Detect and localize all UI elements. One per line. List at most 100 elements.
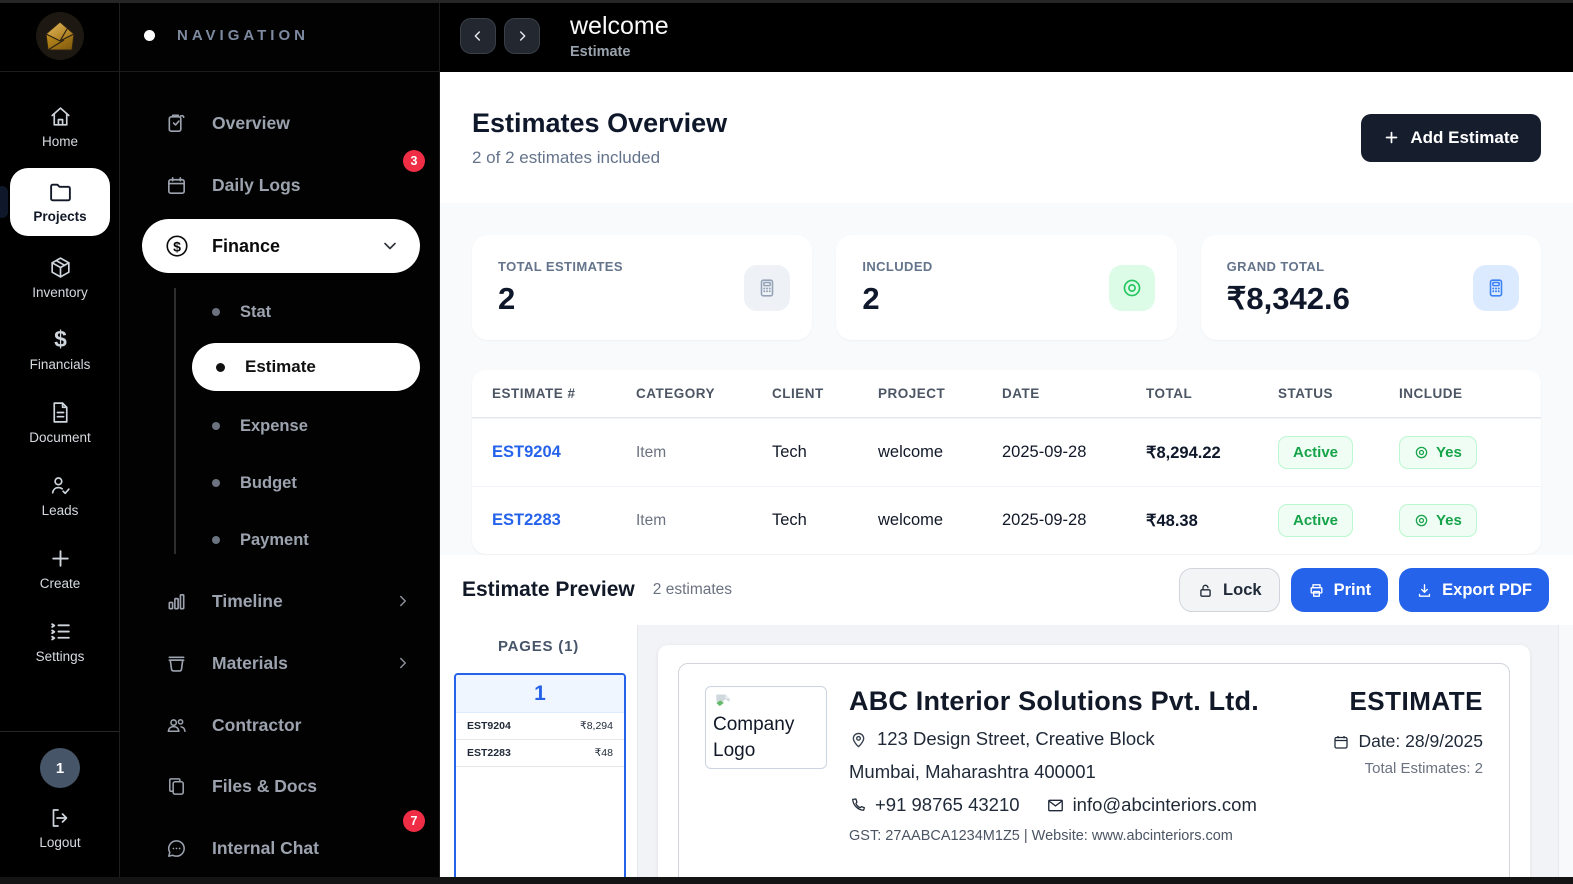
sidebar-item-home[interactable]: Home	[0, 104, 120, 149]
email-address: info@abcinteriors.com	[1072, 794, 1257, 815]
include-label: Yes	[1436, 444, 1462, 461]
main-area: welcome Estimate Estimates Overview 2 of…	[440, 0, 1573, 877]
estimate-id-link[interactable]: EST9204	[492, 443, 561, 461]
preview-scrollbar[interactable]	[1558, 625, 1573, 877]
folder-icon	[49, 183, 71, 202]
calculator-icon	[1472, 264, 1519, 311]
sidebar-item-document[interactable]: Document	[0, 400, 120, 445]
pages-header: PAGES (1)	[497, 638, 580, 655]
status-badge: Active	[1278, 436, 1354, 469]
estimate-id-link[interactable]: EST2283	[492, 511, 561, 529]
preview-toolbar: Estimate Preview 2 estimates Lock Print …	[440, 555, 1573, 625]
export-pdf-button[interactable]: Export PDF	[1399, 568, 1549, 612]
window-top-edge	[0, 0, 1573, 3]
nav-subitem-budget[interactable]: Budget	[212, 467, 297, 499]
status-label: Active	[1293, 444, 1339, 461]
logout-button[interactable]: Logout	[0, 806, 120, 850]
company-logo-placeholder: Company Logo	[705, 686, 827, 770]
nav-item-finance[interactable]: $ Finance	[142, 219, 420, 273]
document-page: Company Logo ABC Interior Solutions Pvt.…	[658, 645, 1530, 877]
status-badge: Active	[1278, 504, 1354, 537]
app-logo[interactable]	[0, 0, 119, 72]
cell-client: Tech	[772, 443, 807, 461]
dollar-icon: $	[54, 327, 67, 352]
sidebar-item-leads[interactable]: Leads	[0, 473, 120, 518]
nav-item-files-docs[interactable]: Files & Docs	[120, 763, 440, 809]
bullet-icon	[212, 308, 220, 316]
add-estimate-button[interactable]: Add Estimate	[1361, 113, 1541, 162]
person-check-icon	[51, 477, 70, 495]
bar-chart-icon	[168, 593, 185, 610]
sidebar-item-label: Settings	[35, 649, 85, 664]
nav-item-timeline[interactable]: Timeline	[120, 578, 440, 624]
forward-button[interactable]	[504, 18, 540, 54]
stat-label: GRAND TOTAL	[1226, 259, 1325, 274]
cell-category: Item	[636, 443, 667, 461]
sidebar-item-inventory[interactable]: Inventory	[0, 255, 120, 300]
stat-value: 2	[862, 281, 880, 316]
chevron-right-icon	[400, 657, 406, 669]
page-thumbnail[interactable]: 1 EST9204 ₹8,294 EST2283 ₹48	[454, 673, 626, 877]
stat-card-included: INCLUDED 2	[836, 235, 1177, 340]
plus-icon	[51, 550, 69, 567]
thumb-amount: ₹48	[594, 747, 613, 759]
nav-item-label: Expense	[240, 416, 308, 435]
back-button[interactable]	[460, 18, 496, 54]
nav-item-contractor[interactable]: Contractor	[120, 702, 440, 748]
list-icon	[50, 623, 70, 641]
document-preview-area: Company Logo ABC Interior Solutions Pvt.…	[638, 625, 1573, 877]
nav-item-internal-chat[interactable]: Internal Chat	[120, 825, 440, 871]
estimate-label: ESTIMATE	[1349, 686, 1483, 716]
nav-subitem-stat[interactable]: Stat	[212, 296, 271, 328]
gold-gem-logo-icon	[35, 11, 84, 60]
people-icon	[167, 718, 186, 732]
print-button[interactable]: Print	[1290, 568, 1389, 612]
cell-date: 2025-09-28	[1002, 511, 1087, 529]
preview-count: 2 estimates	[652, 581, 733, 598]
dollar-circle-icon: $	[166, 235, 188, 257]
nav-item-daily-logs[interactable]: Daily Logs	[120, 162, 440, 208]
stat-card-total-estimates: TOTAL ESTIMATES 2	[472, 235, 813, 340]
sidebar-item-settings[interactable]: Settings	[0, 619, 120, 664]
column-header: DATE	[1002, 386, 1040, 401]
column-header: ESTIMATE #	[492, 386, 576, 401]
preview-section: PAGES (1) 1 EST9204 ₹8,294 EST2283 ₹48	[440, 625, 1573, 877]
svg-text:$: $	[54, 327, 67, 352]
export-pdf-label: Export PDF	[1442, 580, 1532, 599]
nav-item-materials[interactable]: Materials	[120, 640, 440, 686]
copy-pages-icon	[169, 777, 184, 795]
avatar-count: 1	[55, 759, 65, 777]
chevron-right-icon	[400, 595, 406, 607]
sidebar-item-financials[interactable]: $ Financials	[0, 327, 120, 372]
nav-subitem-estimate[interactable]: Estimate	[192, 343, 420, 391]
include-toggle[interactable]: Yes	[1399, 504, 1477, 537]
column-header: INCLUDE	[1399, 386, 1463, 401]
thumbnail-row: EST2283 ₹48	[456, 740, 624, 767]
download-icon	[1419, 583, 1431, 597]
address-line-1: 123 Design Street, Creative Block	[849, 728, 1312, 750]
sidebar-item-projects[interactable]: Projects	[0, 168, 110, 236]
sidebar-item-label: Document	[29, 430, 91, 445]
lock-button[interactable]: Lock	[1179, 568, 1280, 612]
avatar[interactable]: 1	[40, 748, 80, 788]
home-icon	[50, 107, 70, 126]
chat-bubble-icon	[168, 839, 185, 857]
nav-item-label: Timeline	[212, 590, 283, 611]
nav-item-label: Stat	[240, 302, 272, 321]
column-header: CATEGORY	[636, 386, 716, 401]
preview-title: Estimate Preview	[462, 578, 635, 601]
nav-subitem-payment[interactable]: Payment	[212, 524, 309, 556]
thumb-estimate-id: EST9204	[467, 720, 511, 732]
nav-item-overview[interactable]: Overview	[120, 100, 440, 146]
clipboard-check-icon	[168, 114, 185, 132]
nav-subitem-expense[interactable]: Expense	[212, 410, 308, 442]
include-toggle[interactable]: Yes	[1399, 436, 1477, 469]
sidebar-item-label: Financials	[29, 357, 91, 372]
daily-logs-badge: 3	[403, 150, 425, 172]
cell-project: welcome	[878, 443, 944, 461]
bullet-icon	[212, 422, 220, 430]
page-subtitle: 2 of 2 estimates included	[472, 147, 661, 167]
estimate-date: Date: 28/9/2025	[1332, 731, 1483, 752]
sidebar-item-create[interactable]: Create	[0, 546, 120, 591]
